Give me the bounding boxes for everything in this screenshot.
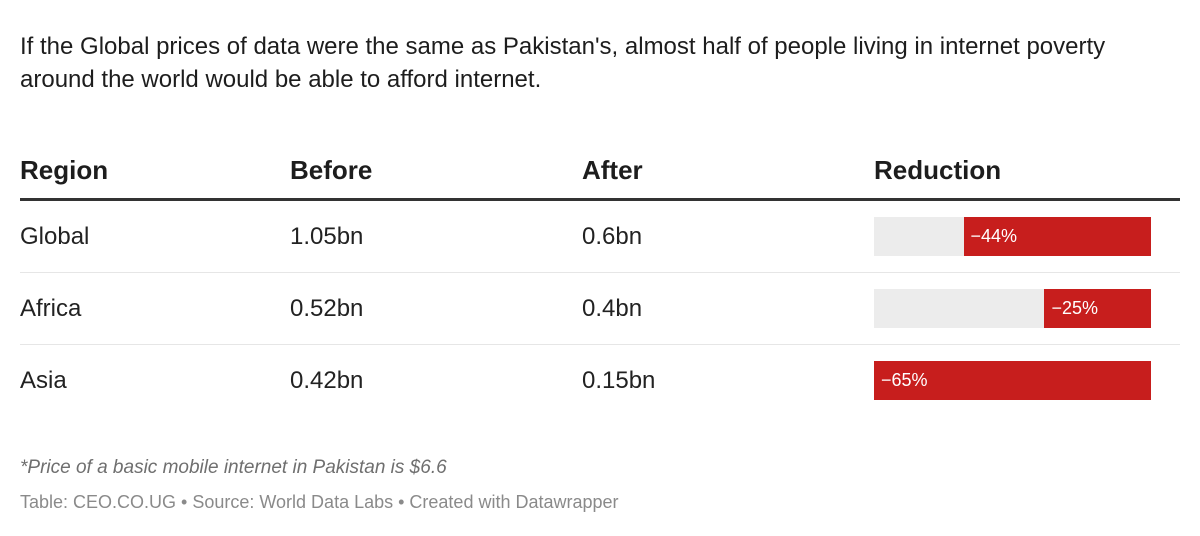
cell-region: Asia: [20, 366, 67, 394]
cell-after: 0.15bn: [582, 366, 656, 394]
chart-notes: *Price of a basic mobile internet in Pak…: [20, 457, 447, 478]
table-row: Asia 0.42bn 0.15bn −65%: [20, 345, 1180, 417]
reduction-bar: −25%: [1044, 289, 1151, 328]
reduction-bar-track: −65%: [874, 361, 1151, 400]
table-row: Africa 0.52bn 0.4bn −25%: [20, 272, 1180, 345]
cell-before: 1.05bn: [290, 199, 582, 273]
cell-after: 0.4bn: [582, 272, 874, 345]
reduction-bar-track: −25%: [874, 289, 1151, 328]
column-header-after[interactable]: After: [582, 142, 874, 201]
column-header-region[interactable]: Region: [20, 142, 290, 201]
table-row: Global 1.05bn 0.6bn −44%: [20, 199, 1180, 273]
cell-reduction: −44%: [874, 199, 1180, 273]
cell-reduction: −25%: [874, 272, 1180, 345]
cell-region: Africa: [20, 272, 290, 345]
chart-footer: Table: CEO.CO.UG • Source: World Data La…: [20, 492, 619, 512]
reduction-label: −65%: [881, 370, 928, 390]
reduction-bar-track: −44%: [874, 217, 1151, 256]
chart-headline: If the Global prices of data were the sa…: [20, 33, 1106, 93]
cell-region: Global: [20, 199, 290, 273]
column-header-reduction[interactable]: Reduction: [874, 142, 1180, 201]
reduction-bar: −65%: [874, 361, 1151, 400]
cell-before: 0.42bn: [290, 366, 364, 394]
cell-before: 0.52bn: [290, 272, 582, 345]
cell-reduction: −65%: [874, 345, 1180, 417]
table-header-row: Region Before After Reduction: [20, 142, 1180, 201]
cell-after: 0.6bn: [582, 199, 874, 273]
reduction-label: −44%: [970, 226, 1018, 246]
reduction-bar: −44%: [963, 217, 1151, 256]
reduction-label: −25%: [1051, 298, 1099, 318]
column-header-before[interactable]: Before: [290, 142, 582, 201]
data-table: Region Before After Reduction Global 1.0…: [20, 142, 1180, 416]
